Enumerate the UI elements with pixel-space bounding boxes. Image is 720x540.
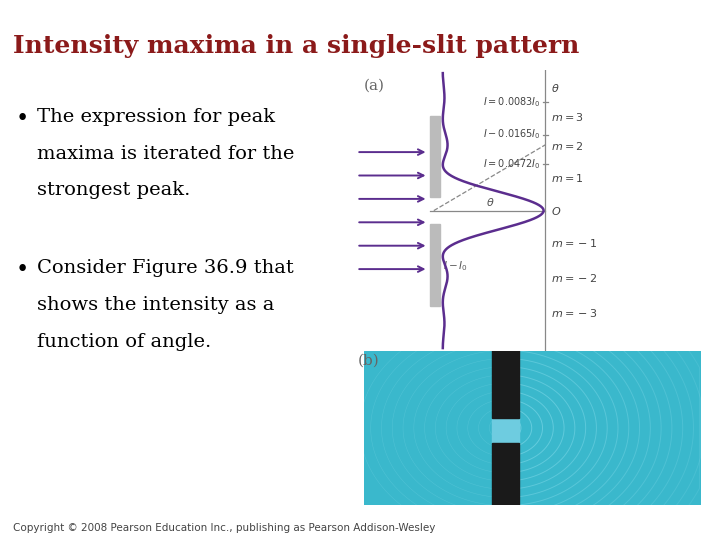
Text: $m = -3$: $m = -3$ xyxy=(551,307,597,319)
Text: (b): (b) xyxy=(358,354,379,368)
Text: $m = 2$: $m = 2$ xyxy=(551,140,583,152)
Text: $I = 0.0472I_0$: $I = 0.0472I_0$ xyxy=(483,157,541,171)
Text: $I - 0.0165I_0$: $I - 0.0165I_0$ xyxy=(483,127,541,141)
Bar xyxy=(431,224,440,306)
Text: Consider Figure 36.9 that: Consider Figure 36.9 that xyxy=(37,259,294,277)
Text: $\theta$: $\theta$ xyxy=(486,197,495,208)
Text: function of angle.: function of angle. xyxy=(37,333,212,350)
Text: $O$: $O$ xyxy=(551,205,561,217)
Text: Copyright © 2008 Pearson Education Inc., publishing as Pearson Addison-Wesley: Copyright © 2008 Pearson Education Inc.,… xyxy=(13,523,436,533)
Text: $m = -2$: $m = -2$ xyxy=(551,272,597,284)
Bar xyxy=(492,418,518,443)
Text: Intensity maxima in a single-slit pattern: Intensity maxima in a single-slit patter… xyxy=(13,34,580,58)
Text: •: • xyxy=(16,108,29,130)
Text: maxima is iterated for the: maxima is iterated for the xyxy=(37,145,294,163)
Bar xyxy=(492,443,518,505)
Text: $I - I_0$: $I - I_0$ xyxy=(443,259,468,273)
Text: The expression for peak: The expression for peak xyxy=(37,108,276,126)
Text: shows the intensity as a: shows the intensity as a xyxy=(37,296,275,314)
Text: $m = 1$: $m = 1$ xyxy=(551,172,583,185)
Text: $\theta$: $\theta$ xyxy=(551,82,559,94)
Text: (a): (a) xyxy=(364,79,384,93)
Text: $m = 3$: $m = 3$ xyxy=(551,111,583,123)
Text: •: • xyxy=(16,259,29,281)
Text: strongest peak.: strongest peak. xyxy=(37,181,191,199)
Bar xyxy=(431,116,440,198)
Bar xyxy=(492,341,518,418)
Text: $I = 0.0083I_0$: $I = 0.0083I_0$ xyxy=(483,96,541,109)
Text: $m = -1$: $m = -1$ xyxy=(551,237,597,249)
